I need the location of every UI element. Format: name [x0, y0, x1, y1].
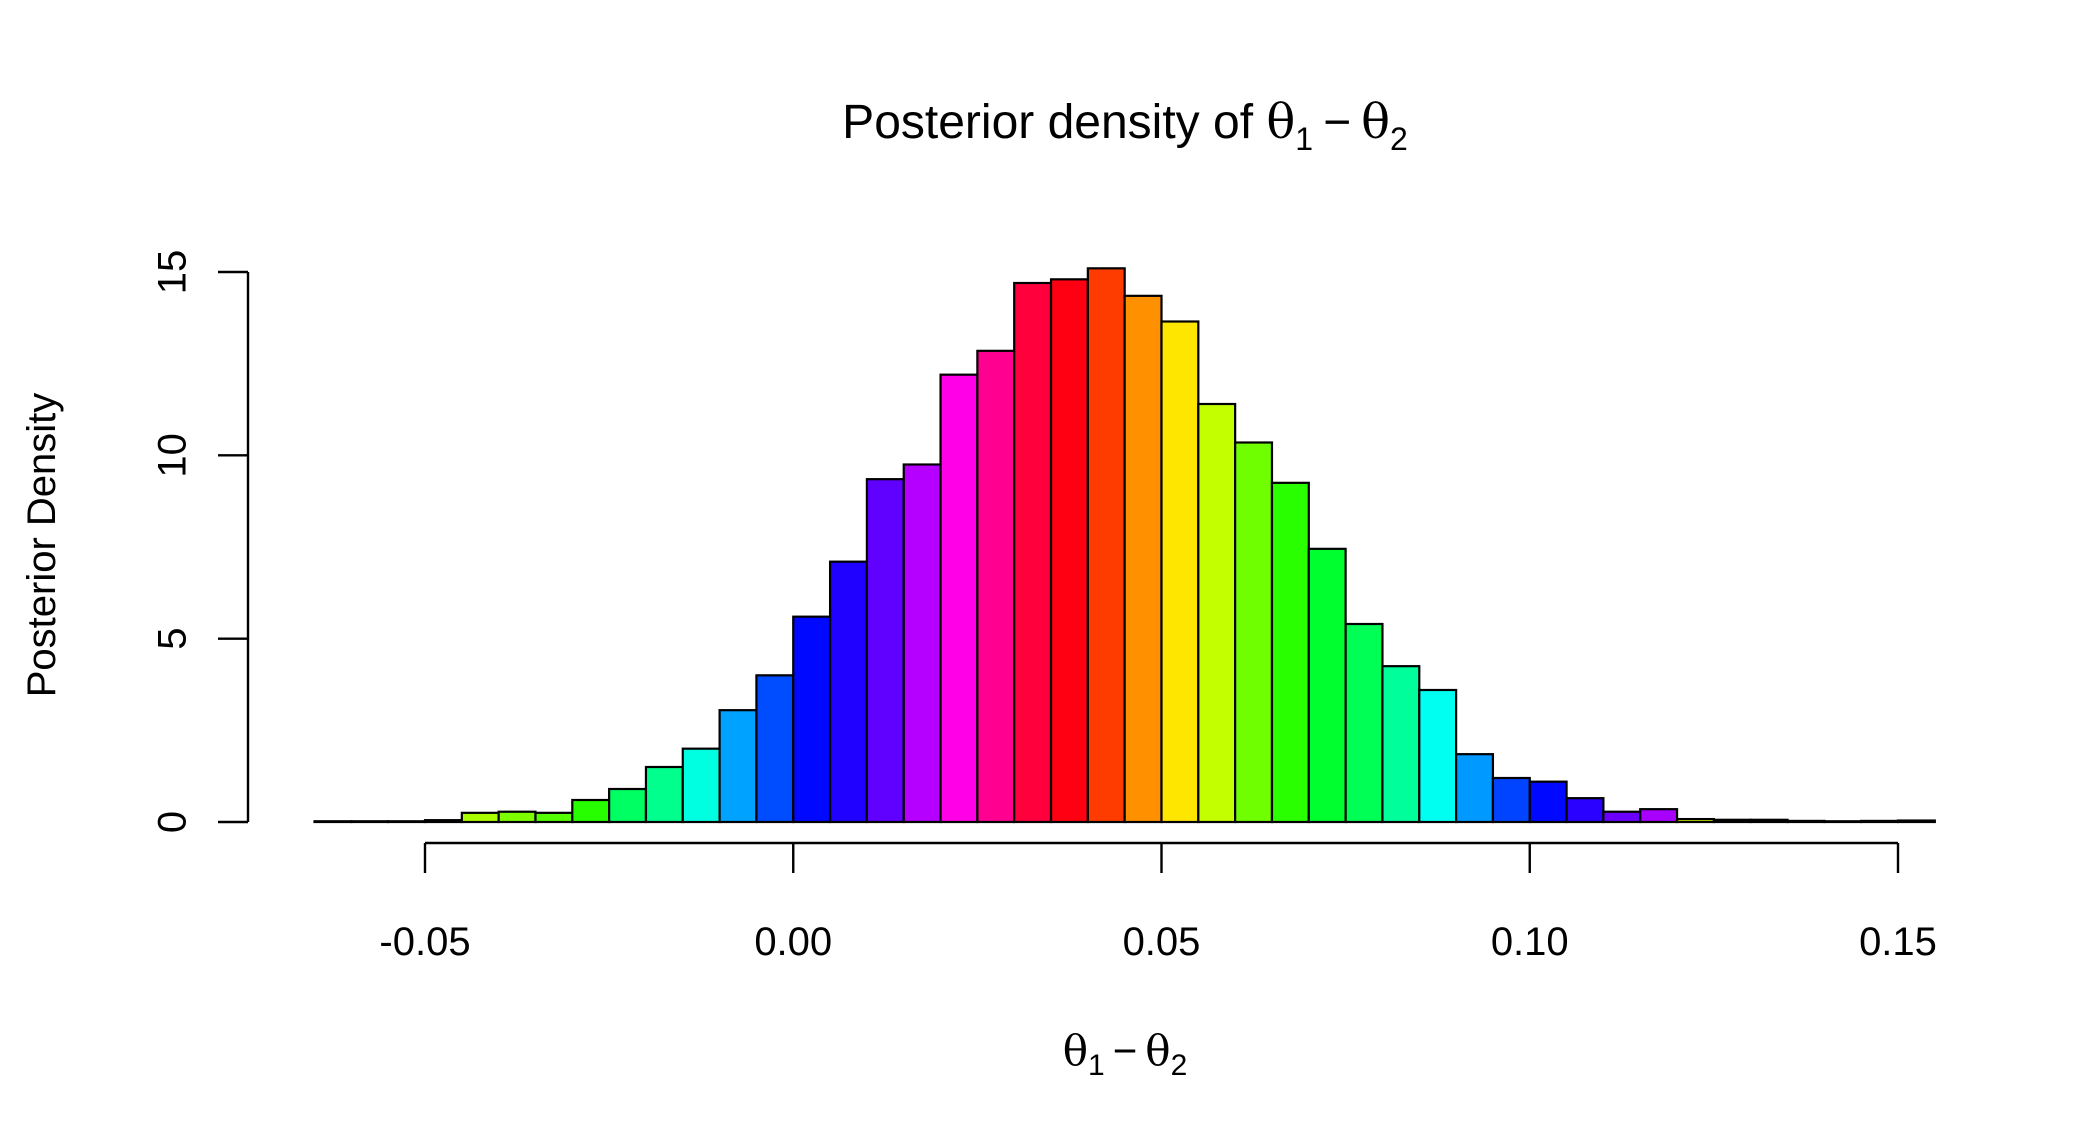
histogram-bar: [1307, 547, 1347, 824]
histogram-bar: [644, 765, 684, 824]
x-tick-label: 0.00: [754, 920, 832, 964]
histogram-bar: [1086, 267, 1126, 824]
histogram-bar: [939, 373, 979, 824]
histogram-bar: [828, 560, 869, 824]
chart-title: Posterior density of θ1− θ2: [842, 94, 1408, 157]
x-axis: -0.05 0.00 0.05 0.10 0.15: [379, 841, 1937, 964]
y-tick-label: 5: [151, 628, 195, 650]
histogram-bar: [1013, 281, 1053, 824]
histogram-bar: [1896, 819, 1936, 824]
histogram-bar: [423, 819, 463, 824]
histogram-bar: [681, 747, 721, 824]
histogram-bar: [1602, 810, 1642, 824]
histogram-bar: [1860, 819, 1900, 824]
histogram-bar: [1344, 622, 1384, 824]
histogram-bar: [460, 811, 500, 824]
histogram-bars: [313, 267, 1936, 824]
histogram-bar: [1786, 819, 1826, 824]
histogram-bar: [1639, 808, 1679, 824]
histogram-bar: [792, 615, 832, 824]
x-tick-label: 0.10: [1491, 920, 1569, 964]
histogram-bar: [571, 798, 611, 824]
x-tick-label: 0.05: [1123, 920, 1201, 964]
histogram-bar: [350, 820, 390, 824]
y-tick-label: 0: [151, 811, 195, 833]
histogram-bar: [313, 820, 353, 824]
y-tick-label: 15: [151, 250, 195, 295]
histogram-bar: [755, 674, 795, 824]
x-axis-label: θ1− θ2: [1063, 1026, 1188, 1082]
histogram-bar: [1418, 688, 1458, 824]
y-axis-label: Posterior Density: [20, 393, 64, 698]
histogram-bar: [1675, 817, 1715, 824]
histogram-bar: [1565, 797, 1605, 824]
histogram-bar: [1381, 665, 1421, 824]
histogram-bar: [1123, 294, 1163, 824]
histogram-bar: [497, 810, 537, 824]
histogram-bar: [902, 463, 942, 824]
histogram-bar: [976, 349, 1016, 824]
histogram-bar: [718, 709, 758, 824]
histogram-bar: [1712, 818, 1752, 824]
histogram-bar: [1049, 278, 1089, 824]
histogram-bar: [387, 820, 427, 824]
x-tick-label: -0.05: [379, 920, 470, 964]
y-axis: 0 5 10 15: [151, 250, 250, 833]
histogram-bar: [1197, 402, 1237, 824]
histogram-bar: [865, 478, 905, 824]
x-tick-label: 0.15: [1859, 920, 1937, 964]
histogram-bar: [1234, 441, 1274, 824]
histogram-bar: [608, 787, 648, 824]
histogram-bar: [1491, 776, 1531, 824]
histogram-bar: [1749, 818, 1789, 824]
histogram-bar: [1528, 780, 1568, 824]
histogram-bar: [534, 811, 574, 824]
histogram-bar: [1823, 820, 1863, 824]
histogram-bar: [1160, 320, 1200, 824]
histogram-bar: [1270, 481, 1310, 824]
y-tick-label: 10: [151, 433, 195, 478]
histogram-bar: [1454, 753, 1495, 824]
